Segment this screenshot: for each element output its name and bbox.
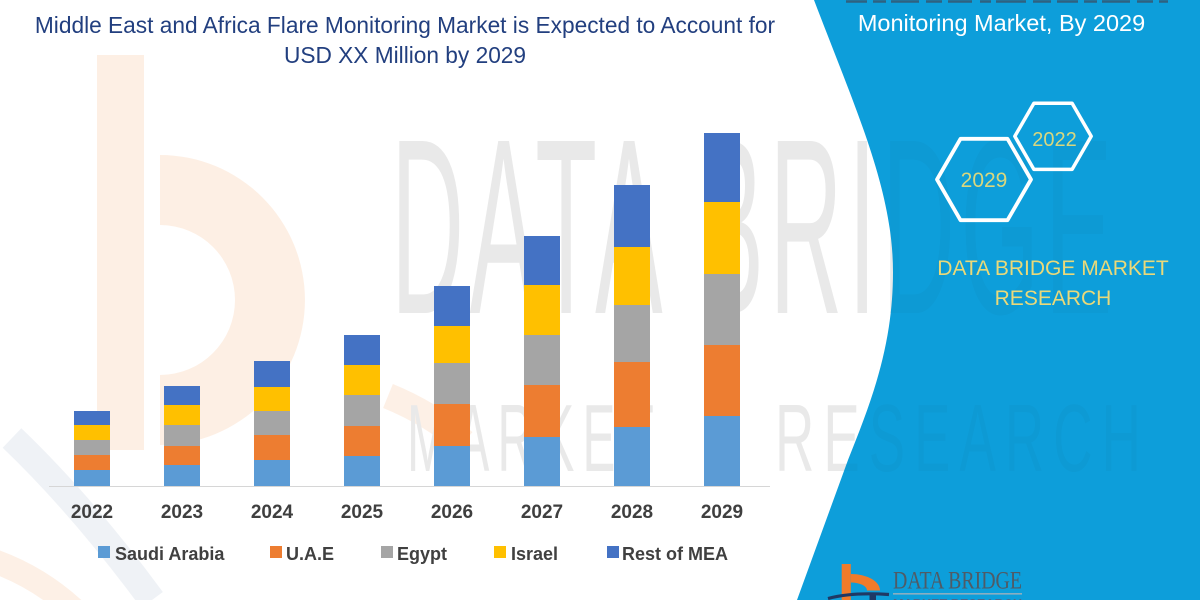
svg-text:DATA BRIDGE: DATA BRIDGE (893, 568, 1022, 595)
svg-text:DATA BRIDGE MARKET: DATA BRIDGE MARKET (937, 257, 1169, 280)
svg-text:MARKET RESEARCH: MARKET RESEARCH (893, 598, 1022, 600)
svg-text:RESEARCH: RESEARCH (995, 287, 1112, 310)
svg-text:2029: 2029 (961, 169, 1008, 192)
svg-text:2022: 2022 (1032, 129, 1077, 151)
